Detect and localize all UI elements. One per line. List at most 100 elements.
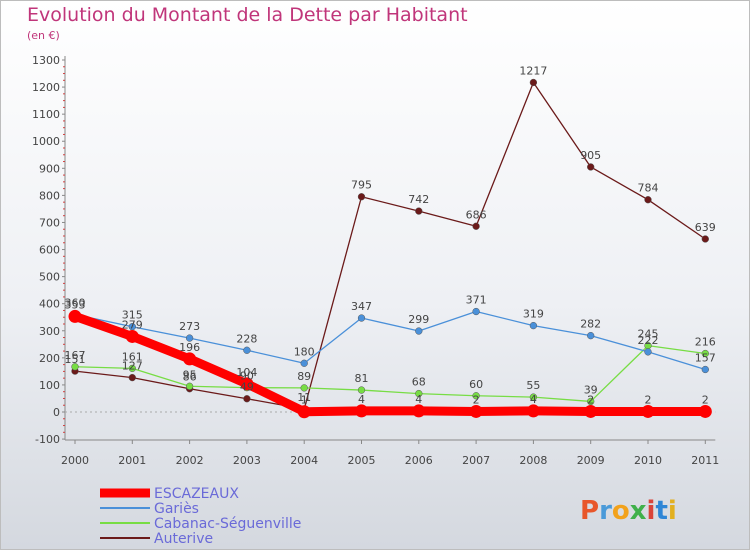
x-tick-label: 2008 — [519, 454, 547, 467]
data-point — [68, 309, 82, 323]
data-label: 315 — [122, 309, 143, 322]
data-point — [701, 365, 709, 374]
y-tick-label: 200 — [39, 352, 60, 365]
data-point — [240, 377, 254, 391]
series-line-0 — [70, 311, 710, 417]
y-tick-label: 1100 — [32, 108, 60, 121]
y-tick-label: -100 — [35, 433, 60, 446]
y-tick-label: 300 — [39, 325, 60, 338]
data-point — [529, 393, 538, 401]
data-label: 49 — [240, 381, 254, 394]
data-point — [641, 404, 655, 418]
data-point — [297, 405, 311, 419]
data-label: 157 — [695, 351, 716, 364]
data-label: 55 — [526, 379, 540, 392]
data-point — [472, 222, 480, 230]
y-tick-label: 500 — [39, 271, 60, 284]
y-tick-label: 100 — [39, 379, 60, 392]
data-label: 360 — [65, 297, 86, 310]
data-point — [415, 207, 423, 215]
data-label: 81 — [355, 372, 369, 385]
chart-title: Evolution du Montant de la Dette par Hab… — [27, 4, 468, 26]
data-point — [529, 321, 538, 330]
data-point — [587, 163, 595, 171]
data-point — [526, 404, 540, 418]
data-point — [128, 373, 136, 382]
data-label: 151 — [65, 353, 86, 366]
data-label: 11 — [297, 391, 311, 404]
x-tick-label: 2009 — [577, 454, 605, 467]
data-label: 2 — [702, 393, 709, 406]
data-label: 639 — [695, 221, 716, 234]
data-point — [472, 392, 480, 400]
data-label: 161 — [122, 350, 143, 363]
data-label: 905 — [580, 149, 601, 162]
data-point — [128, 364, 136, 373]
data-point — [472, 307, 480, 316]
data-point — [185, 382, 194, 390]
y-tick-label: 600 — [39, 244, 60, 257]
data-label: 742 — [408, 193, 429, 206]
legend-label: Cabanac-Séguenville — [154, 516, 301, 532]
y-tick-label: 1300 — [32, 54, 60, 67]
data-point — [243, 346, 251, 354]
data-point — [71, 363, 79, 371]
y-tick-label: 1000 — [32, 135, 60, 148]
x-tick-label: 2007 — [462, 454, 490, 467]
x-tick-label: 2002 — [176, 454, 204, 467]
data-label: 2 — [473, 393, 480, 406]
data-label: 2 — [645, 393, 652, 406]
data-label: 39 — [584, 383, 598, 396]
data-point — [300, 384, 308, 392]
data-label: 299 — [408, 313, 429, 326]
data-label: 4 — [358, 393, 365, 406]
y-tick-label: 700 — [39, 216, 60, 229]
data-point — [357, 314, 366, 322]
proxiti-logo: Proxiti — [580, 496, 677, 526]
data-label: 371 — [466, 294, 487, 307]
data-label: 1 — [301, 394, 308, 407]
data-point — [644, 196, 652, 204]
series-line-2 — [74, 345, 706, 403]
chart-unit: (en €) — [27, 29, 60, 42]
data-label: 60 — [469, 378, 483, 391]
data-label: 2 — [587, 393, 594, 406]
y-tick-label: 1200 — [32, 81, 60, 94]
data-label: 273 — [179, 320, 200, 333]
data-label: 319 — [523, 308, 544, 321]
data-label: 282 — [580, 318, 601, 331]
data-label: 180 — [294, 345, 315, 358]
data-label: 353 — [65, 298, 86, 311]
data-point — [587, 331, 595, 340]
data-point — [415, 327, 423, 335]
data-point — [243, 395, 251, 403]
data-point — [701, 235, 709, 243]
data-label: 795 — [351, 179, 372, 192]
data-label: 245 — [638, 328, 659, 341]
x-tick-label: 2011 — [691, 454, 719, 467]
legend-label: Auterive — [154, 531, 213, 547]
y-tick-label: 0 — [53, 406, 60, 419]
x-tick-label: 2006 — [405, 454, 433, 467]
data-label: 4 — [530, 393, 537, 406]
data-point — [125, 329, 139, 343]
data-label: 95 — [183, 368, 197, 381]
data-point — [698, 404, 712, 418]
data-point — [357, 193, 366, 201]
series-line-1 — [74, 310, 706, 371]
y-tick-label: 400 — [39, 298, 60, 311]
data-point — [355, 404, 368, 418]
x-tick-label: 2010 — [634, 454, 662, 467]
data-point — [529, 78, 538, 87]
legend-label: ESCAZEAUX — [154, 486, 239, 502]
y-tick-label: 900 — [39, 162, 60, 175]
data-label: 104 — [236, 366, 257, 379]
data-label: 68 — [412, 376, 426, 389]
y-tick-label: 800 — [39, 189, 60, 202]
data-point — [412, 404, 426, 418]
x-tick-label: 2005 — [348, 454, 376, 467]
data-point — [300, 359, 308, 367]
x-tick-label: 2003 — [233, 454, 261, 467]
x-tick-label: 2004 — [290, 454, 318, 467]
